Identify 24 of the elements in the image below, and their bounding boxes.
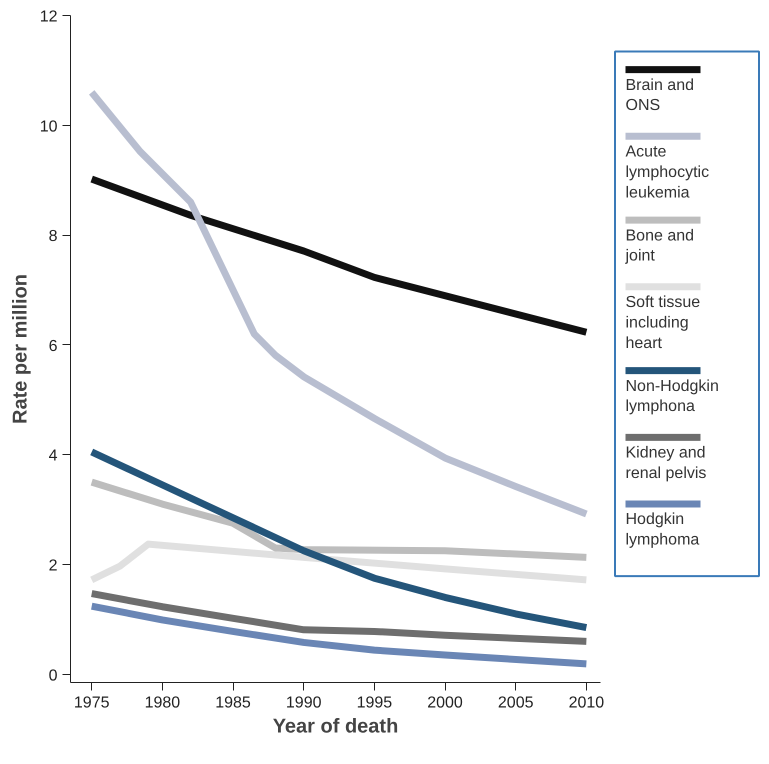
x-tick-label: 2000: [427, 694, 463, 712]
x-tick-label: 1985: [215, 694, 251, 712]
y-tick-label: 8: [48, 228, 58, 246]
legend-label: Acute lymphocytic leukemia: [626, 143, 710, 202]
legend-label: Kidney and renal pelvis: [626, 444, 706, 482]
x-tick-label: 1975: [74, 694, 110, 712]
x-tick-label: 1995: [356, 694, 392, 712]
legend-label: Hodgkin lymphoma: [626, 511, 700, 549]
y-tick-label: 4: [48, 448, 58, 465]
legend-label: Non-Hodgkin lymphona: [626, 378, 719, 416]
legend-label: Soft tissue including heart: [626, 294, 700, 352]
y-axis-title: Rate per million: [10, 274, 32, 424]
x-tick-label: 2010: [568, 694, 604, 712]
x-tick-label: 2005: [498, 694, 534, 712]
y-tick-label: 0: [48, 667, 58, 684]
x-axis-title: Year of death: [272, 716, 398, 738]
y-tick-label: 12: [40, 8, 58, 26]
legend-label: Bone and joint: [624, 227, 694, 265]
y-tick-label: 10: [40, 118, 58, 136]
legend-label: Brain and ONS: [626, 76, 694, 114]
y-tick-label: 2: [48, 557, 58, 574]
x-tick-label: 1980: [144, 694, 180, 712]
y-tick-label: 6: [48, 338, 58, 355]
x-tick-label: 1990: [286, 694, 322, 712]
